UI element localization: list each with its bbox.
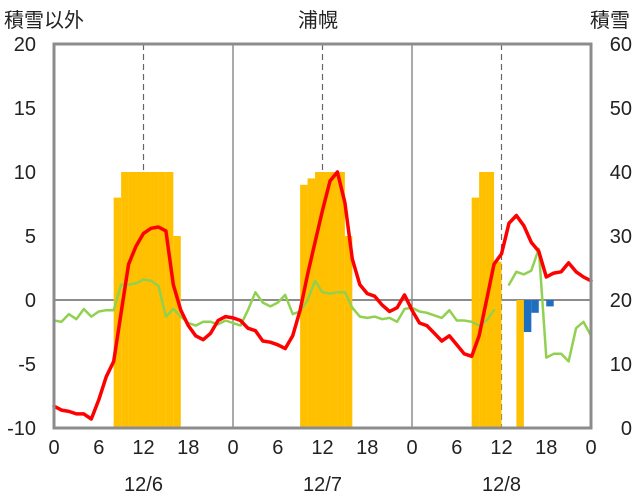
left-tick-label: 0 <box>25 290 36 312</box>
green-line <box>52 247 593 363</box>
day-label: 12/7 <box>303 474 342 496</box>
snow-depth-bar <box>150 172 159 428</box>
x-tick-label: 12 <box>132 437 154 459</box>
left-tick-label: 5 <box>25 226 36 248</box>
snow-depth-bar <box>173 236 181 428</box>
left-axis-title: 積雪以外 <box>4 9 84 32</box>
x-tick-label: 12 <box>490 437 512 459</box>
snow-depth-bar <box>471 197 480 428</box>
x-tick-label: 18 <box>177 437 199 459</box>
snow-depth-bar <box>494 261 502 428</box>
x-tick-label: 6 <box>451 437 462 459</box>
right-axis-title: 積雪 <box>590 9 630 32</box>
snow-depth-bar <box>143 172 151 428</box>
right-tick-label: 60 <box>610 34 632 56</box>
plot-frame <box>52 42 593 430</box>
snow-depth-bar <box>315 172 323 428</box>
left-tick-label: -10 <box>7 418 36 440</box>
x-tick-label: 6 <box>93 437 104 459</box>
snow-depth-bar <box>337 172 345 428</box>
snow-depth-bar <box>165 172 174 428</box>
x-tick-label: 6 <box>272 437 283 459</box>
x-tick-label: 12 <box>311 437 333 459</box>
right-tick-label: 50 <box>610 98 632 120</box>
right-axis-ticks: 60 50 40 30 20 10 0 <box>610 34 632 440</box>
left-tick-label: 10 <box>14 162 36 184</box>
blue-bar <box>531 300 539 313</box>
x-tick-label: 18 <box>535 437 557 459</box>
day-label: 12/8 <box>482 474 521 496</box>
right-tick-label: 20 <box>610 290 632 312</box>
chart-title: 浦幌 <box>298 9 338 32</box>
x-tick-label: 0 <box>585 437 596 459</box>
right-tick-label: 30 <box>610 226 632 248</box>
x-tick-label: 18 <box>356 437 378 459</box>
right-tick-label: 40 <box>610 162 632 184</box>
blue-bar <box>546 300 554 307</box>
snow-depth-bar <box>516 300 524 428</box>
x-tick-label: 0 <box>48 437 59 459</box>
snow-depth-bars <box>113 172 554 428</box>
left-tick-label: 20 <box>14 34 36 56</box>
right-tick-label: 10 <box>610 354 632 376</box>
snow-depth-bar <box>486 172 495 428</box>
blue-bar <box>523 300 532 332</box>
left-axis-ticks: 20 15 10 5 0 -5 -10 <box>7 34 36 440</box>
left-tick-label: -5 <box>18 354 36 376</box>
x-tick-label: 0 <box>406 437 417 459</box>
snow-depth-bar <box>479 172 487 428</box>
snow-depth-bar <box>136 172 144 428</box>
x-tick-label: 0 <box>227 437 238 459</box>
left-tick-label: 15 <box>14 98 36 120</box>
snow-depth-bar <box>307 178 316 428</box>
snow-depth-bar <box>113 197 122 428</box>
red-line <box>52 170 593 421</box>
snow-depth-bar <box>121 172 129 428</box>
snow-depth-bar <box>329 172 338 428</box>
snow-depth-bar <box>322 172 330 428</box>
x-axis-ticks: 0 6 12 18 0 6 12 18 0 6 12 18 0 <box>48 437 596 459</box>
right-tick-label: 0 <box>621 418 632 440</box>
day-label: 12/6 <box>124 474 163 496</box>
snow-depth-bar <box>128 172 137 428</box>
day-labels: 12/6 12/7 12/8 <box>124 474 521 496</box>
snow-depth-bar <box>344 236 353 428</box>
